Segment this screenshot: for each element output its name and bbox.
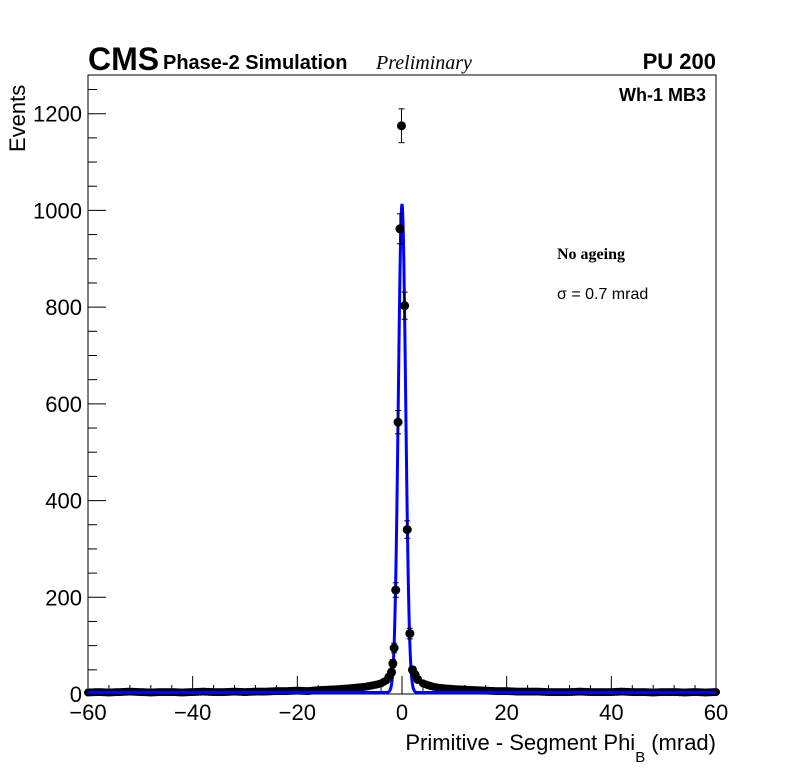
- sigma-label: σ = 0.7 mrad: [557, 286, 648, 303]
- data-point: [388, 659, 398, 669]
- preliminary-label: Preliminary: [375, 52, 472, 74]
- y-tick-label: 200: [45, 585, 82, 610]
- x-axis-label-main: Primitive - Segment Phi: [405, 730, 635, 755]
- x-tick-label: −60: [69, 700, 106, 725]
- data-point: [387, 667, 397, 677]
- pileup-label: PU 200: [643, 49, 716, 74]
- y-tick-label: 0: [70, 682, 82, 707]
- data-point: [393, 417, 403, 427]
- y-axis-label: Events: [5, 85, 30, 152]
- y-tick-label: 800: [45, 295, 82, 320]
- x-tick-label: −40: [174, 700, 211, 725]
- x-tick-label: −20: [279, 700, 316, 725]
- x-tick-label: 60: [704, 700, 728, 725]
- y-tick-label: 600: [45, 392, 82, 417]
- data-point: [402, 525, 412, 535]
- data-point: [400, 301, 410, 311]
- y-tick-label: 1000: [33, 198, 82, 223]
- data-point: [396, 121, 406, 131]
- data-point: [389, 643, 399, 653]
- data-point: [413, 674, 423, 684]
- x-axis-label-sub: B: [635, 749, 645, 766]
- y-tick-label: 400: [45, 489, 82, 514]
- ageing-label: No ageing: [557, 246, 625, 263]
- data-point: [405, 629, 415, 639]
- cms-label: CMS: [88, 41, 159, 77]
- data-point: [391, 585, 401, 595]
- x-axis-label-unit: (mrad): [651, 730, 716, 755]
- data-point: [395, 224, 405, 234]
- simulation-label: Phase-2 Simulation: [163, 52, 348, 74]
- x-tick-label: 40: [599, 700, 623, 725]
- x-axis-label: Primitive - Segment PhiB (mrad): [405, 730, 716, 766]
- y-tick-label: 1200: [33, 102, 82, 127]
- x-tick-label: 0: [396, 700, 408, 725]
- region-label: Wh-1 MB3: [619, 85, 706, 105]
- plot-frame: [87, 74, 717, 695]
- x-tick-label: 20: [494, 700, 518, 725]
- fit-curve: [88, 203, 716, 695]
